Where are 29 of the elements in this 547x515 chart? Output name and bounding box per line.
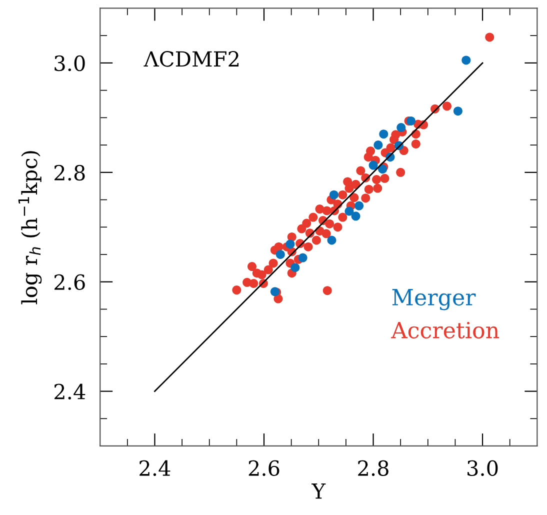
- point: [368, 160, 378, 170]
- y-tick-label: 2.4: [54, 384, 86, 400]
- point: [453, 106, 462, 116]
- annotation: ΛCDMF2: [144, 51, 238, 67]
- y-tick-label: 3.0: [54, 55, 85, 72]
- x-tick-label: 3.0: [468, 460, 498, 476]
- text: Merger: [392, 289, 476, 310]
- point: [327, 236, 336, 245]
- y-axis-title: log r$_{h}$ (h$^{−1}$kpc): [18, 151, 42, 304]
- point: [286, 240, 295, 249]
- point: [276, 250, 285, 259]
- point: [396, 123, 406, 132]
- x-tick-label: 2.4: [140, 460, 170, 476]
- x-axis-title: Y: [312, 483, 326, 499]
- point: [374, 140, 383, 150]
- point: [378, 164, 388, 174]
- point: [379, 130, 388, 139]
- point: [290, 263, 300, 272]
- point: [344, 206, 354, 216]
- point: [298, 253, 308, 262]
- y-tick-label: 2.6: [54, 274, 85, 290]
- point: [329, 190, 338, 200]
- point: [462, 56, 471, 65]
- x-tick-label: 2.6: [248, 460, 280, 476]
- x-tick-label: 2.8: [358, 460, 388, 476]
- point: [354, 201, 364, 210]
- y-tick-label: 2.8: [54, 164, 85, 181]
- point: [351, 212, 360, 221]
- text: Accretion: [391, 322, 500, 339]
